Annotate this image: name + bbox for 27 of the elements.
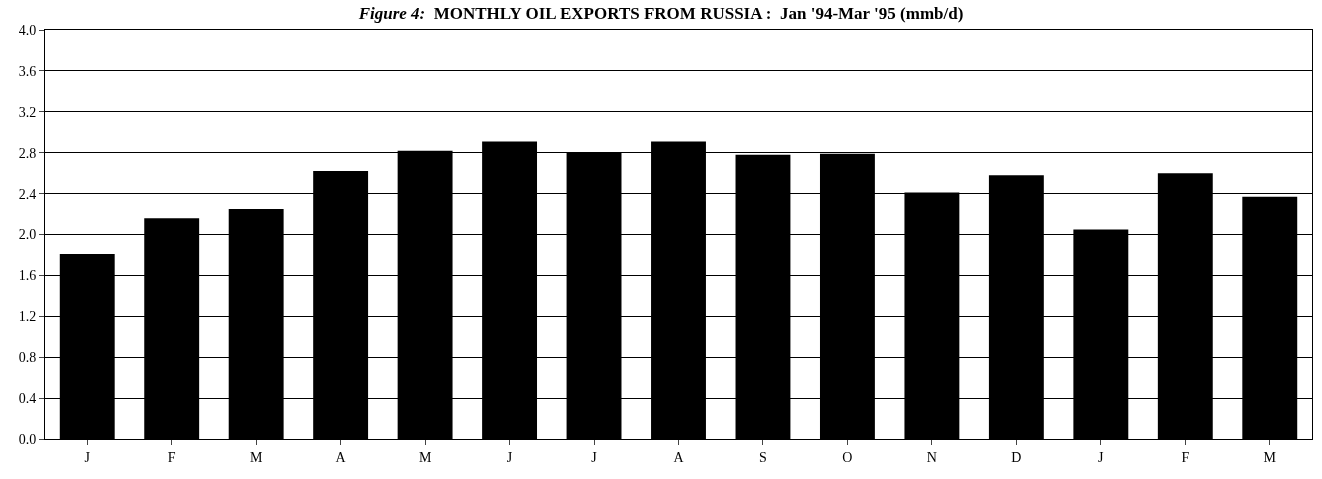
x-tick-label: F xyxy=(1181,449,1190,465)
x-tick-label: J xyxy=(84,449,91,465)
chart-title: Figure 4: MONTHLY OIL EXPORTS FROM RUSSIA : Jan '94-Mar '95 (mmb/d) xyxy=(357,4,964,24)
x-tick-label: S xyxy=(759,449,767,465)
y-tick-label: 2.8 xyxy=(18,145,37,161)
y-tick-label: 4.0 xyxy=(18,22,37,38)
y-tick-label: 3.6 xyxy=(18,63,37,79)
x-tick-label: J xyxy=(1098,449,1105,465)
y-tick-label: 2.4 xyxy=(18,186,37,202)
y-tick-label: 0.4 xyxy=(18,391,37,406)
y-tick-label: 0.0 xyxy=(18,431,37,447)
y-tick-label: 0.8 xyxy=(18,350,37,366)
x-tick-label: J xyxy=(506,449,513,465)
x-tick-label: N xyxy=(926,449,937,465)
y-tick-label: 1.2 xyxy=(18,309,37,325)
x-tick-label: A xyxy=(335,449,347,465)
x-tick-label: D xyxy=(1011,449,1022,465)
x-tick-label: F xyxy=(167,449,176,465)
y-tick-label: 2.0 xyxy=(18,227,37,243)
x-tick-label: A xyxy=(673,449,685,465)
x-tick-label: M xyxy=(249,449,263,465)
y-tick-label: 1.6 xyxy=(18,268,37,284)
x-tick-label: M xyxy=(1263,449,1277,465)
y-tick-label: 3.2 xyxy=(18,104,37,120)
x-tick-label: J xyxy=(591,449,598,465)
x-tick-label: O xyxy=(842,449,853,465)
x-tick-label: M xyxy=(418,449,432,465)
